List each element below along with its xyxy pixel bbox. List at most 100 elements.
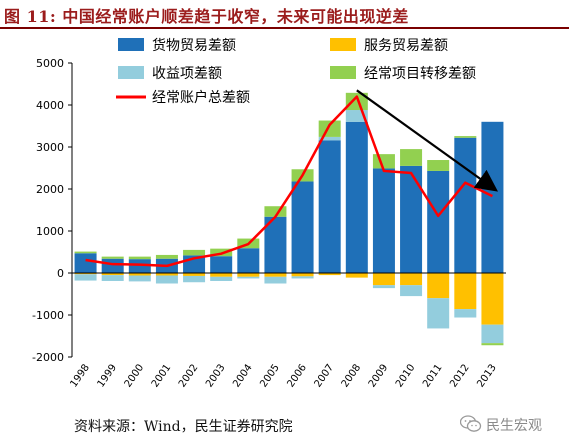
y-tick-label: 1000 xyxy=(36,225,64,238)
bar-services xyxy=(128,273,151,276)
x-tick-label: 2000 xyxy=(123,362,147,389)
bar-services xyxy=(481,273,504,325)
y-tick-label: 0 xyxy=(57,267,64,280)
bar-services xyxy=(183,273,206,276)
bar-services xyxy=(155,273,178,276)
bar-services xyxy=(291,273,314,277)
bar-transfers xyxy=(183,249,206,256)
bar-services xyxy=(400,273,423,286)
bar-income xyxy=(237,276,260,279)
bar-transfers xyxy=(264,206,287,217)
x-tick-label: 2005 xyxy=(258,362,282,389)
x-tick-label: 2013 xyxy=(475,362,499,389)
y-tick-label: -1000 xyxy=(32,309,64,322)
x-tick-label: 2007 xyxy=(313,362,337,389)
x-tick-label: 2010 xyxy=(394,362,418,389)
bar-income xyxy=(318,136,341,141)
legend-label: 收益项差额 xyxy=(152,66,222,82)
bar-goods xyxy=(345,121,368,273)
x-tick-label: 2001 xyxy=(150,362,174,389)
legend-swatch-income xyxy=(118,66,144,79)
bar-goods xyxy=(237,248,260,273)
bar-goods xyxy=(372,168,395,273)
bar-services xyxy=(237,273,260,277)
bar-income xyxy=(210,276,233,281)
legend-label: 经常账户总差额 xyxy=(152,89,250,106)
bar-transfers xyxy=(155,254,178,259)
bar-income xyxy=(74,274,97,281)
chart: -2000 -1000 0 1000 2000 3000 4000 5000 1998 1999… xyxy=(32,37,506,390)
bar-transfers xyxy=(454,136,477,138)
line-group xyxy=(85,95,493,268)
y-axis: -2000 -1000 0 1000 2000 3000 4000 5000 xyxy=(32,57,73,364)
x-tick-label: 2004 xyxy=(231,362,255,389)
trend-arrow xyxy=(356,89,499,192)
bar-services xyxy=(210,273,233,277)
bar-transfers xyxy=(427,160,450,171)
bar-services xyxy=(427,273,450,299)
bar-income xyxy=(481,324,504,344)
x-tick-label: 2008 xyxy=(340,362,364,389)
bar-services xyxy=(454,273,477,310)
x-tick-label: 2006 xyxy=(285,362,309,389)
bar-income xyxy=(372,285,395,289)
bar-goods xyxy=(400,165,423,273)
bar-transfers xyxy=(400,149,423,166)
bar-transfers xyxy=(345,92,368,111)
bar-goods xyxy=(210,256,233,273)
y-tick-label: 3000 xyxy=(36,141,64,154)
bar-income xyxy=(128,275,151,282)
bar-services xyxy=(345,273,368,278)
bar-services xyxy=(101,273,124,276)
bar-services xyxy=(74,273,97,275)
y-tick-label: -2000 xyxy=(32,351,64,364)
annotation-group xyxy=(356,89,499,192)
bars-group xyxy=(74,92,504,346)
bar-income xyxy=(427,298,450,329)
wechat-icon xyxy=(460,415,482,432)
brand-badge: 民生宏观 xyxy=(460,413,564,437)
bar-transfers xyxy=(128,256,151,260)
bar-income xyxy=(101,275,124,281)
legend-label: 服务贸易差额 xyxy=(364,38,448,54)
x-tick-label: 1998 xyxy=(68,362,92,389)
legend-swatch-transfers xyxy=(330,66,356,79)
line-total xyxy=(85,95,493,268)
bar-income xyxy=(400,285,423,297)
bar-goods xyxy=(481,121,504,273)
bar-income xyxy=(454,309,477,318)
x-tick-label: 2009 xyxy=(367,362,391,389)
bar-income xyxy=(155,275,178,284)
bar-goods xyxy=(454,137,477,273)
bar-transfers xyxy=(481,343,504,346)
bar-goods xyxy=(427,170,450,273)
source-note: 资料来源：Wind，民生证券研究院 xyxy=(74,419,293,435)
bar-goods xyxy=(101,258,124,273)
page-title: 图 11: 中国经常账户顺差趋于收窄，未来可能出现逆差 xyxy=(4,7,409,26)
bar-transfers xyxy=(74,251,97,254)
x-tick-label: 1999 xyxy=(96,362,120,389)
bar-goods xyxy=(291,181,314,273)
brand-name: 民生宏观 xyxy=(486,418,542,434)
bar-services xyxy=(264,273,287,277)
bar-goods xyxy=(264,216,287,273)
bar-income xyxy=(264,276,287,284)
legend-swatch-services xyxy=(330,38,356,51)
bar-income xyxy=(291,276,314,279)
bar-transfers xyxy=(101,256,124,259)
x-tick-label: 2003 xyxy=(204,362,228,389)
x-tick-label: 2012 xyxy=(448,362,472,389)
x-tick-label: 2011 xyxy=(421,362,445,389)
bar-goods xyxy=(318,140,341,273)
legend-label: 经常项目转移差额 xyxy=(364,66,476,82)
bar-goods xyxy=(128,259,151,273)
bar-transfers xyxy=(372,154,395,169)
bar-income xyxy=(183,275,206,283)
bar-services xyxy=(318,273,341,276)
legend-swatch-goods xyxy=(118,38,144,51)
bar-goods xyxy=(74,253,97,273)
y-tick-label: 5000 xyxy=(36,57,64,70)
y-tick-label: 4000 xyxy=(36,99,64,112)
legend-label: 货物贸易差额 xyxy=(152,37,236,54)
